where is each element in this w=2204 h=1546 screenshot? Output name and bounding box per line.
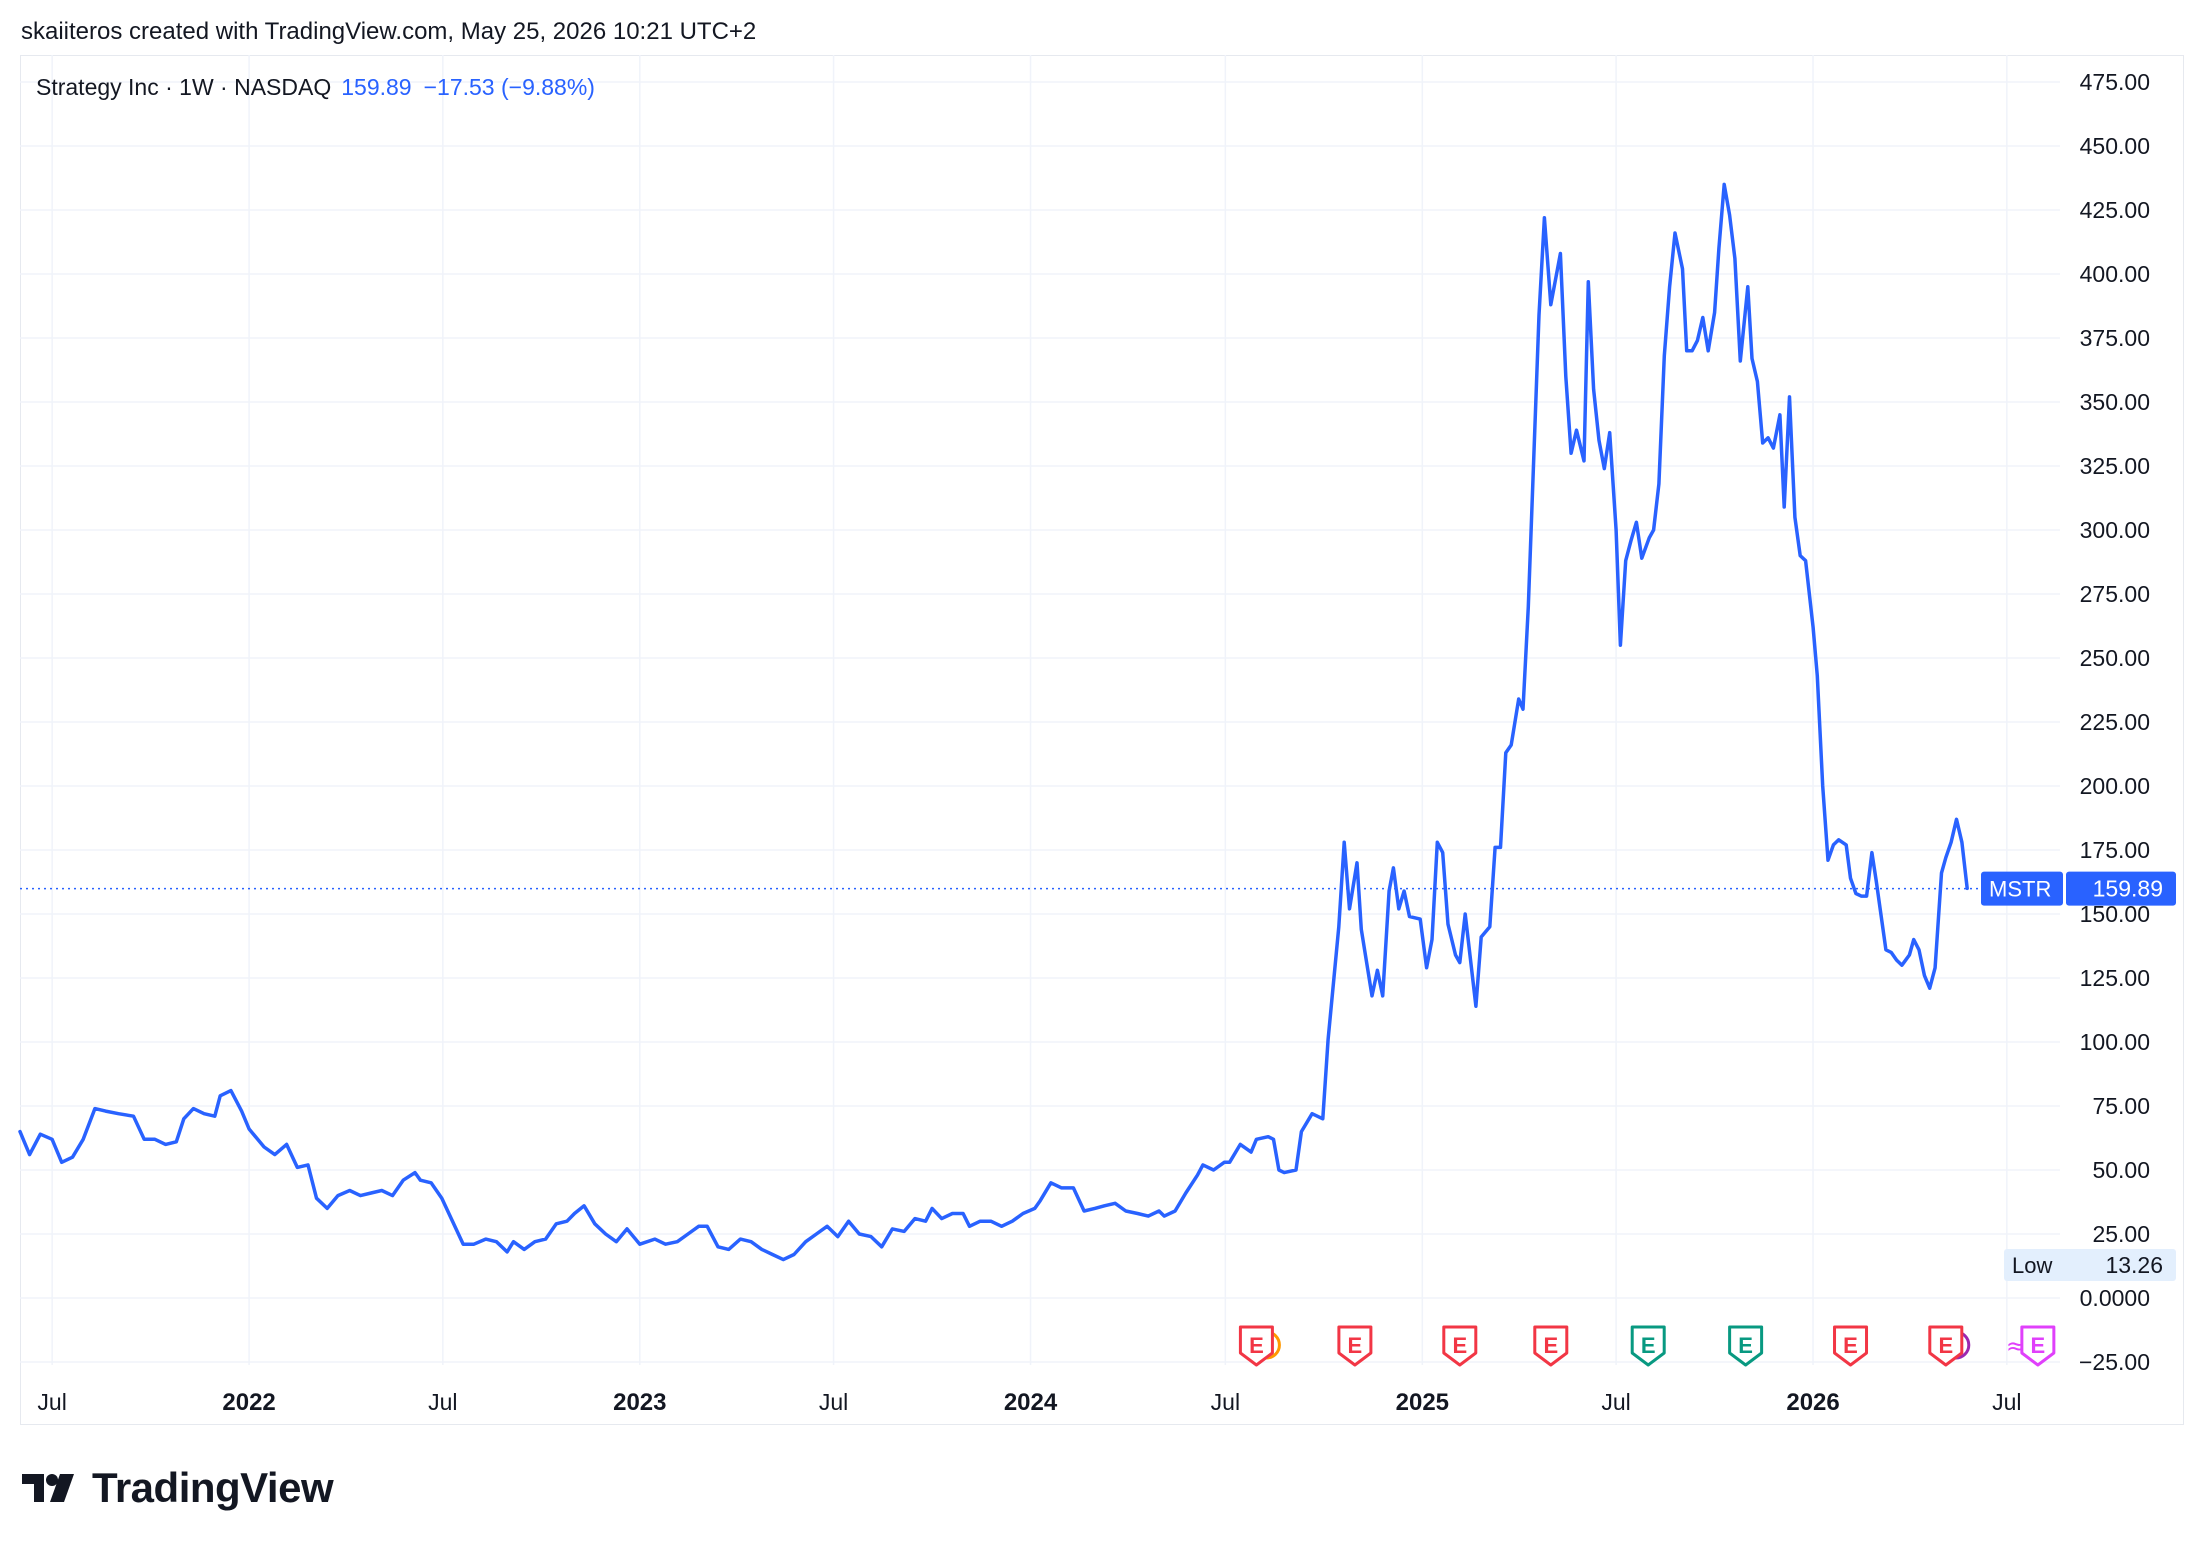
earnings-events: E E E E E E E E ≈ E: [1238, 1325, 2056, 1367]
earnings-icon: [1833, 1325, 1869, 1367]
earnings-icon-label: E: [1938, 1333, 1953, 1358]
ticker-tag-bg: [1981, 871, 2063, 906]
x-tick-label: Jul: [819, 1389, 848, 1415]
earnings-marker[interactable]: E: [1337, 1325, 1373, 1367]
earnings-marker[interactable]: ≈ E: [2006, 1325, 2056, 1367]
y-tick-label: 100.00: [2080, 1029, 2150, 1055]
chart-frame: [20, 55, 2184, 1425]
earnings-icon-label: E: [1249, 1333, 1264, 1358]
x-tick-label: 2025: [1396, 1389, 1449, 1416]
y-tick-label: 375.00: [2080, 325, 2150, 351]
x-tick-label: 2026: [1786, 1389, 1839, 1416]
earnings-icon-label: E: [1738, 1333, 1753, 1358]
y-tick-label: 75.00: [2092, 1093, 2150, 1119]
y-tick-label: 175.00: [2080, 837, 2150, 863]
y-tick-label: 50.00: [2092, 1157, 2150, 1183]
chart-attribution: skaiiteros created with TradingView.com,…: [21, 18, 757, 45]
y-tick-label: 300.00: [2080, 517, 2150, 543]
earnings-icon-label: E: [2031, 1333, 2046, 1358]
earnings-icon: [1337, 1325, 1373, 1367]
tradingview-wordmark: TradingView: [92, 1464, 334, 1511]
x-tick-label: 2022: [222, 1389, 275, 1416]
earnings-icon: [1442, 1325, 1478, 1367]
earnings-marker[interactable]: E: [1630, 1325, 1666, 1367]
legend-change: −17.53 (−9.88%): [423, 74, 595, 100]
earnings-icon-label: E: [1843, 1333, 1858, 1358]
y-tick-label: 200.00: [2080, 773, 2150, 799]
chart-legend[interactable]: Strategy Inc · 1W · NASDAQ 159.89 −17.53 (…: [36, 74, 595, 101]
earnings-marker[interactable]: E: [1442, 1325, 1478, 1367]
earnings-icon: [1533, 1325, 1569, 1367]
tradingview-logo[interactable]: TradingView: [22, 1464, 334, 1512]
earnings-icon-label: E: [1641, 1333, 1656, 1358]
y-tick-label: 400.00: [2080, 261, 2150, 287]
earnings-marker[interactable]: E: [1238, 1325, 1281, 1367]
y-tick-label: 225.00: [2080, 709, 2150, 735]
y-tick-label: 475.00: [2080, 69, 2150, 95]
legend-last-price: 159.89: [341, 74, 412, 100]
y-tick-label: 325.00: [2080, 453, 2150, 479]
y-tick-label: 275.00: [2080, 581, 2150, 607]
earnings-marker[interactable]: E: [1533, 1325, 1569, 1367]
earnings-icon-label: E: [1543, 1333, 1558, 1358]
earnings-marker[interactable]: E: [1728, 1325, 1764, 1367]
low-tag-bg: [2004, 1249, 2176, 1281]
earnings-marker[interactable]: E: [1833, 1325, 1869, 1367]
price-tag-value: 159.89: [2093, 876, 2163, 902]
y-tick-label: 450.00: [2080, 133, 2150, 159]
x-tick-label: Jul: [1211, 1389, 1240, 1415]
chart-grid: [20, 55, 2060, 1365]
legend-symbol: Strategy Inc · 1W · NASDAQ: [36, 74, 332, 100]
x-tick-label: 2024: [1004, 1389, 1058, 1416]
time-axis: Jul 2022 Jul 2023 Jul 2024 Jul 2025 Jul 2026 Jul: [37, 1389, 2021, 1416]
low-tag-label: Low: [2012, 1253, 2052, 1278]
price-tag-bg: [2066, 871, 2176, 906]
x-tick-label: Jul: [1601, 1389, 1630, 1415]
low-tag-value: 13.26: [2105, 1252, 2163, 1278]
x-tick-label: Jul: [428, 1389, 457, 1415]
price-line-layer: [18, 182, 1969, 1262]
y-tick-label: 0.0000: [2080, 1285, 2150, 1311]
x-tick-label: Jul: [37, 1389, 66, 1415]
y-tick-label: 125.00: [2080, 965, 2150, 991]
earnings-icon-label: E: [1452, 1333, 1467, 1358]
earnings-icon: [1238, 1325, 1274, 1367]
earnings-icon-label: E: [1348, 1333, 1363, 1358]
x-tick-label: 2023: [613, 1389, 666, 1416]
tradingview-logo-icon: [22, 1474, 74, 1502]
earnings-icon: [1928, 1325, 1964, 1367]
y-tick-label: 25.00: [2092, 1221, 2150, 1247]
ticker-tag-label: MSTR: [1989, 877, 2051, 902]
earnings-icon: [1630, 1325, 1666, 1367]
y-tick-label: −25.00: [2079, 1349, 2150, 1375]
price-tags: MSTR 159.89 Low 13.26: [20, 871, 2176, 1281]
y-tick-label: 250.00: [2080, 645, 2150, 671]
y-tick-label: 350.00: [2080, 389, 2150, 415]
earnings-icon: [1728, 1325, 1764, 1367]
earnings-icon: [2020, 1325, 2056, 1367]
y-tick-label: 425.00: [2080, 197, 2150, 223]
price-axis: 475.00 450.00 425.00 400.00 375.00 350.00 325.…: [2079, 69, 2150, 1375]
x-tick-label: Jul: [1992, 1389, 2021, 1415]
earnings-marker[interactable]: E: [1928, 1325, 1971, 1367]
